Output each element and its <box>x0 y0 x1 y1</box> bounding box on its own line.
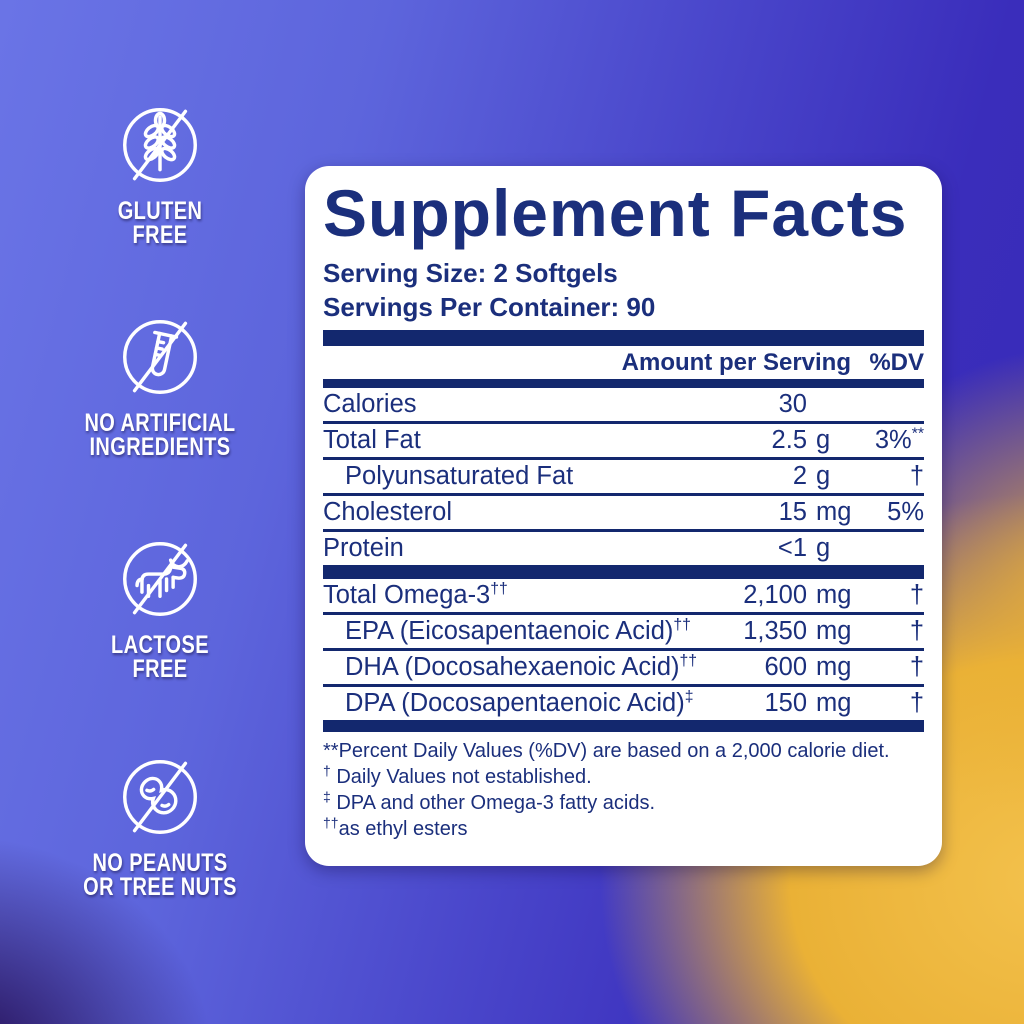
nutrient-amount: 2.5 <box>771 426 807 454</box>
name-footnote-marker: †† <box>679 652 698 670</box>
dv-footnote-marker: ** <box>911 425 924 443</box>
nutrient-name: DHA (Docosahexaenoic Acid) <box>345 653 680 681</box>
nutrient-dv: † <box>909 462 924 490</box>
wheat-crossed-icon <box>123 108 197 182</box>
nutrient-row-polyunsaturated-fat: Polyunsaturated Fat 2 g † <box>323 460 924 496</box>
badge-label: GLUTEN FREE <box>70 197 249 249</box>
footnotes: **Percent Daily Values (%DV) are based o… <box>323 738 924 842</box>
nutrient-amount: <1 <box>777 534 807 562</box>
badge-label-line: GLUTEN <box>117 197 203 225</box>
panel-title: Supplement Facts <box>323 176 908 250</box>
serving-size: Serving Size: 2 Softgels <box>323 258 618 288</box>
nutrient-name: Cholesterol <box>323 498 452 526</box>
footnote-ethyl-esters: ††as ethyl esters <box>323 814 468 840</box>
servings-per-container: Servings Per Container: 90 <box>323 292 656 322</box>
cow-crossed-icon <box>123 542 197 616</box>
badge-label-line: INGREDIENTS <box>89 433 231 461</box>
nutrient-row-dha: DHA (Docosahexaenoic Acid)†† 600 mg † <box>323 651 924 687</box>
divider-bar-thick <box>323 720 924 732</box>
nutrient-unit: mg <box>816 581 852 609</box>
nutrient-amount: 150 <box>764 689 807 717</box>
nutrient-unit: g <box>816 534 831 562</box>
badge-label: NO ARTIFICIAL INGREDIENTS <box>70 409 249 461</box>
divider-bar-thick <box>323 565 924 579</box>
badge-label-line: FREE <box>132 221 188 249</box>
footnote-dagger: † Daily Values not established. <box>323 762 592 788</box>
nutrient-unit: mg <box>816 617 852 645</box>
badge-no-peanuts-or-tree-nuts: NO PEANUTS OR TREE NUTS <box>48 756 272 901</box>
nutrient-unit: mg <box>816 653 852 681</box>
nutrient-amount: 2,100 <box>743 581 807 609</box>
nutrient-name: EPA (Eicosapentaenoic Acid) <box>345 617 674 645</box>
nutrient-dv: † <box>909 689 924 717</box>
table-header: Amount per Serving %DV <box>323 346 924 379</box>
nutrient-row-total-fat: Total Fat 2.5 g 3%** <box>323 424 924 460</box>
badge-no-artificial-ingredients: NO ARTIFICIAL INGREDIENTS <box>48 316 272 461</box>
nutrient-unit: mg <box>816 689 852 717</box>
nutrient-dv: † <box>909 653 924 681</box>
nutrient-dv: † <box>909 617 924 645</box>
nutrient-unit <box>807 390 851 418</box>
badge-label: NO PEANUTS OR TREE NUTS <box>70 849 249 901</box>
dv-header: %DV <box>869 349 924 376</box>
nutrient-row-epa: EPA (Eicosapentaenoic Acid)†† 1,350 mg † <box>323 615 924 651</box>
peanut-crossed-icon <box>123 760 197 834</box>
test-tube-crossed-icon <box>123 320 197 394</box>
nutrient-name: Polyunsaturated Fat <box>345 462 574 490</box>
badge-gluten-free: GLUTEN FREE <box>48 104 272 249</box>
nutrient-row-cholesterol: Cholesterol 15 mg 5% <box>323 496 924 532</box>
divider-bar-medium <box>323 379 924 388</box>
nutrient-unit: mg <box>816 498 852 526</box>
nutrient-row-total-omega-3: Total Omega-3†† 2,100 mg † <box>323 579 924 615</box>
supplement-facts-panel: Supplement Facts Serving Size: 2 Softgel… <box>305 166 942 866</box>
name-footnote-marker: †† <box>490 580 508 598</box>
nutrient-dv: 5% <box>887 498 924 526</box>
nutrient-row-protein: Protein <1 g <box>323 532 924 565</box>
nutrient-amount: 600 <box>764 653 807 681</box>
nutrient-dv: † <box>909 581 924 609</box>
nutrient-amount: 1,350 <box>743 617 807 645</box>
nutrient-row-calories: Calories 30 <box>323 388 924 424</box>
badge-label-line: OR TREE NUTS <box>83 873 237 901</box>
name-footnote-marker: †† <box>673 616 691 634</box>
badge-lactose-free: LACTOSE FREE <box>48 538 272 683</box>
divider-bar-thick <box>323 330 924 346</box>
nutrient-amount: 15 <box>778 498 807 526</box>
badge-label-line: NO ARTIFICIAL <box>84 409 236 437</box>
footnote-dv: **Percent Daily Values (%DV) are based o… <box>323 740 890 762</box>
nutrient-unit: g <box>816 462 831 490</box>
amount-per-serving-header: Amount per Serving <box>621 349 851 376</box>
badge-label-line: FREE <box>132 655 188 683</box>
footnote-double-dagger: ‡ DPA and other Omega-3 fatty acids. <box>323 788 656 814</box>
nutrient-name: DPA (Docosapentaenoic Acid) <box>345 689 685 717</box>
name-footnote-marker: ‡ <box>684 688 694 706</box>
badge-label: LACTOSE FREE <box>70 631 249 683</box>
nutrient-row-dpa: DPA (Docosapentaenoic Acid)‡ 150 mg † <box>323 687 924 720</box>
nutrient-amount: 2 <box>792 462 807 490</box>
nutrient-name: Protein <box>323 534 404 562</box>
badge-label-line: NO PEANUTS <box>92 849 228 877</box>
nutrient-name: Total Fat <box>323 426 421 454</box>
badge-label-line: LACTOSE <box>111 631 209 659</box>
nutrient-name: Calories <box>323 390 417 418</box>
nutrient-amount: 30 <box>778 390 807 418</box>
nutrient-unit: g <box>816 426 831 454</box>
nutrient-name: Total Omega-3 <box>323 581 491 609</box>
nutrient-dv: 3% <box>874 426 912 454</box>
